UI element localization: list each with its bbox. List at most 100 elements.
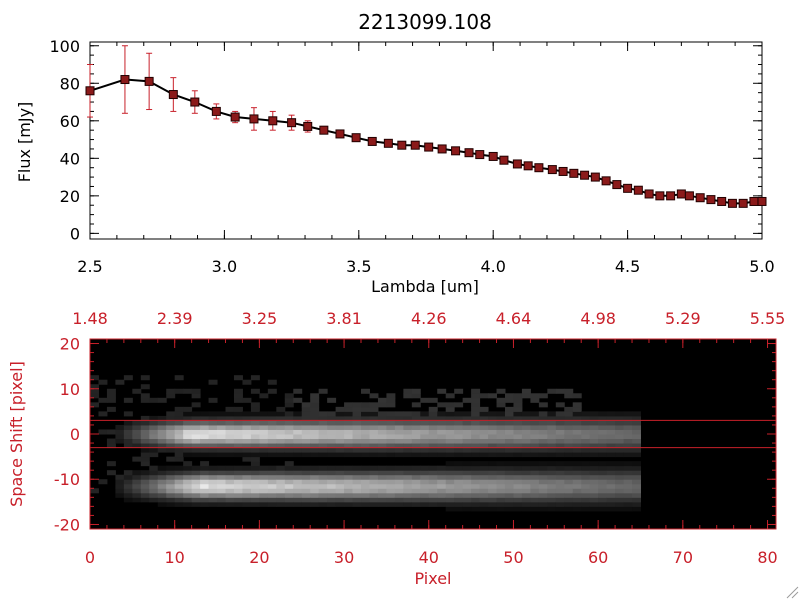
- image-pixel: [488, 420, 498, 426]
- image-pixel: [284, 415, 294, 421]
- image-pixel: [479, 501, 489, 507]
- image-pixel: [157, 415, 167, 421]
- image-pixel: [327, 443, 337, 449]
- image-pixel: [564, 429, 574, 435]
- image-pixel: [632, 506, 641, 512]
- image-pixel: [572, 443, 582, 449]
- image-pixel: [572, 424, 582, 430]
- image-pixel: [598, 438, 608, 444]
- image-pixel: [284, 479, 294, 485]
- image-pixel: [530, 393, 540, 399]
- image-pixel: [394, 443, 404, 449]
- image-pixel: [233, 388, 243, 394]
- image-pixel: [284, 420, 294, 426]
- image-pixel: [344, 424, 354, 430]
- image-pixel: [564, 443, 574, 449]
- image-pixel: [293, 429, 303, 435]
- image-pixel: [632, 479, 641, 485]
- image-pixel: [496, 470, 506, 476]
- image-pixel: [284, 411, 294, 417]
- image-pixel: [589, 506, 599, 512]
- resize-grip-icon[interactable]: [786, 586, 799, 599]
- image-pixel: [293, 497, 303, 503]
- image-pixel: [394, 424, 404, 430]
- image-pixel: [530, 411, 540, 417]
- image-pixel: [361, 411, 370, 417]
- image-pixel: [327, 488, 337, 494]
- image-pixel: [301, 497, 311, 503]
- image-pixel: [589, 420, 599, 426]
- image-pixel: [530, 474, 540, 480]
- image-pixel: [632, 434, 641, 440]
- image-pixel: [301, 470, 311, 476]
- image-pixel: [361, 483, 370, 489]
- image-pixel: [318, 488, 328, 494]
- image-pixel: [437, 424, 447, 430]
- image-pixel: [242, 397, 252, 403]
- image-pixel: [394, 488, 404, 494]
- image-pixel: [479, 465, 489, 471]
- image-pixel: [233, 483, 243, 489]
- flux-data-point: [590, 172, 600, 182]
- flux-data-point: [612, 180, 622, 190]
- image-pixel: [344, 501, 354, 507]
- image-pixel: [191, 443, 201, 449]
- image-pixel: [589, 415, 599, 421]
- image-pixel: [547, 388, 557, 394]
- image-pixel: [445, 479, 455, 485]
- image-pixel: [140, 420, 150, 426]
- image-pixel: [106, 406, 116, 412]
- image-pixel: [335, 406, 345, 412]
- image-pixel: [377, 415, 387, 421]
- image-pixel: [555, 452, 565, 458]
- image-pixel: [250, 465, 260, 471]
- image-pixel: [504, 420, 514, 426]
- image-pixel: [488, 438, 498, 444]
- image-pixel: [318, 429, 328, 435]
- image-pixel: [191, 492, 201, 498]
- image-pixel: [183, 497, 193, 503]
- image-pixel: [504, 447, 514, 453]
- image-pixel: [183, 501, 193, 507]
- image-pixel: [496, 501, 506, 507]
- image-pixel: [149, 434, 159, 440]
- flux-data-point: [287, 118, 297, 128]
- image-pixel: [386, 497, 396, 503]
- image-pixel: [183, 406, 193, 412]
- image-pixel: [183, 492, 193, 498]
- image-pixel: [183, 483, 193, 489]
- image-pixel: [191, 483, 201, 489]
- image-pixel: [403, 420, 413, 426]
- image-pixel: [208, 497, 218, 503]
- image-pixel: [572, 483, 582, 489]
- image-pixel: [233, 479, 243, 485]
- image-pixel: [471, 434, 481, 440]
- image-pixel: [530, 452, 540, 458]
- image-pixel: [200, 438, 210, 444]
- image-pixel: [284, 397, 294, 403]
- image-pixel: [335, 465, 345, 471]
- image-pixel: [403, 434, 413, 440]
- image-pixel: [157, 443, 167, 449]
- image-pixel: [276, 438, 286, 444]
- image-pixel: [217, 488, 227, 494]
- image-pixel: [157, 492, 167, 498]
- image-pixel: [615, 443, 625, 449]
- image-pixel: [242, 497, 252, 503]
- image-pixel: [632, 443, 641, 449]
- image-pixel: [183, 443, 193, 449]
- image-pixel: [555, 443, 565, 449]
- image-pixel: [496, 424, 506, 430]
- image-pixel: [386, 429, 396, 435]
- image-pixel: [293, 438, 303, 444]
- image-pixel: [200, 479, 210, 485]
- image-pixel: [267, 443, 277, 449]
- image-pixel: [471, 479, 481, 485]
- image-pixel: [225, 406, 235, 412]
- image-pixel: [564, 479, 574, 485]
- image-pixel: [335, 434, 345, 440]
- image-pixel: [225, 420, 235, 426]
- image-pixel: [106, 429, 116, 435]
- image-pixel: [174, 470, 184, 476]
- image-pixel: [123, 488, 133, 494]
